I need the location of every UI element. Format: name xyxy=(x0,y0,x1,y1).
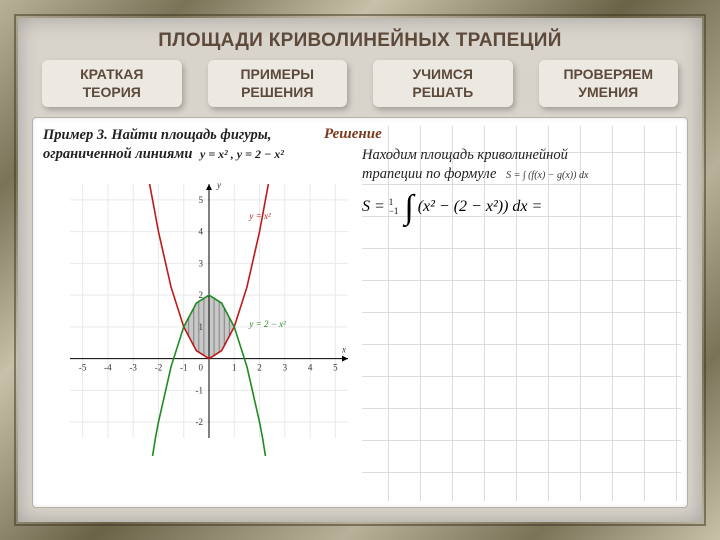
chart-container: -5-4-3-2-112345-2-1123450xyy = x²y = 2 −… xyxy=(48,176,358,456)
tab-label: РЕШЕНИЯ xyxy=(212,84,344,102)
content-panel: Пример 3. Найти площадь фигуры, ограниче… xyxy=(32,117,688,508)
problem-column: Пример 3. Найти площадь фигуры, ограниче… xyxy=(43,126,362,501)
svg-text:-2: -2 xyxy=(195,417,203,427)
tab-label: ПРИМЕРЫ xyxy=(212,66,344,84)
tab-label: УЧИМСЯ xyxy=(377,66,509,84)
svg-text:-1: -1 xyxy=(179,362,187,372)
problem-number: Пример 3. xyxy=(43,127,108,143)
problem-text: ограниченной линиями xyxy=(43,146,192,162)
tab-check[interactable]: ПРОВЕРЯЕМ УМЕНИЯ xyxy=(539,60,679,107)
solution-column: Решение Находим площадь криволинейной тр… xyxy=(362,126,681,501)
svg-text:5: 5 xyxy=(333,362,338,372)
solution-heading: Решение xyxy=(324,126,681,143)
formula-lhs: S = xyxy=(362,198,385,216)
svg-text:5: 5 xyxy=(198,195,203,205)
svg-text:0: 0 xyxy=(198,362,203,372)
integral-bounds: 1 −1 xyxy=(389,198,399,216)
svg-text:1: 1 xyxy=(198,322,203,332)
svg-text:3: 3 xyxy=(282,362,287,372)
problem-statement: Пример 3. Найти площадь фигуры, ограниче… xyxy=(43,126,362,164)
general-formula: S = ∫ (f(x) − g(x)) dx xyxy=(506,170,588,181)
tab-label: КРАТКАЯ xyxy=(46,66,178,84)
slide-canvas: ПЛОЩАДИ КРИВОЛИНЕЙНЫХ ТРАПЕЦИЙ КРАТКАЯ Т… xyxy=(18,18,702,522)
svg-text:-5: -5 xyxy=(78,362,86,372)
tab-label: РЕШАТЬ xyxy=(377,84,509,102)
svg-text:2: 2 xyxy=(257,362,262,372)
problem-text: Найти площадь фигуры, xyxy=(111,127,271,143)
tab-label: ТЕОРИЯ xyxy=(46,84,178,102)
problem-equations: y = x² , y = 2 − x² xyxy=(200,147,284,161)
ornate-frame: ПЛОЩАДИ КРИВОЛИНЕЙНЫХ ТРАПЕЦИЙ КРАТКАЯ Т… xyxy=(0,0,720,540)
svg-text:-1: -1 xyxy=(195,385,203,395)
formula-body: (x² − (2 − x²)) dx = xyxy=(418,198,543,216)
svg-text:y = x²: y = x² xyxy=(248,211,271,221)
svg-text:1: 1 xyxy=(232,362,237,372)
page-title: ПЛОЩАДИ КРИВОЛИНЕЙНЫХ ТРАПЕЦИЙ xyxy=(32,30,688,52)
svg-text:4: 4 xyxy=(307,362,312,372)
tab-examples[interactable]: ПРИМЕРЫ РЕШЕНИЯ xyxy=(208,60,348,107)
svg-text:4: 4 xyxy=(198,226,203,236)
solution-line: Находим площадь криволинейной xyxy=(362,146,681,165)
tab-label: ПРОВЕРЯЕМ xyxy=(543,66,675,84)
solution-line: трапеции по формуле S = ∫ (f(x) − g(x)) … xyxy=(362,165,681,184)
parabolas-chart: -5-4-3-2-112345-2-1123450xyy = x²y = 2 −… xyxy=(48,176,358,456)
integral-expression: S = 1 −1 ∫ (x² − (2 − x²)) dx = xyxy=(362,194,681,221)
svg-text:y: y xyxy=(216,180,221,190)
svg-text:y = 2 − x²: y = 2 − x² xyxy=(248,319,286,329)
svg-text:-4: -4 xyxy=(104,362,112,372)
tab-label: УМЕНИЯ xyxy=(543,84,675,102)
tab-bar: КРАТКАЯ ТЕОРИЯ ПРИМЕРЫ РЕШЕНИЯ УЧИМСЯ РЕ… xyxy=(32,60,688,117)
integral-sign-icon: ∫ xyxy=(404,194,413,221)
svg-text:-3: -3 xyxy=(129,362,137,372)
tab-learn[interactable]: УЧИМСЯ РЕШАТЬ xyxy=(373,60,513,107)
svg-text:3: 3 xyxy=(198,258,203,268)
svg-text:x: x xyxy=(341,344,346,354)
tab-theory[interactable]: КРАТКАЯ ТЕОРИЯ xyxy=(42,60,182,107)
svg-text:-2: -2 xyxy=(154,362,162,372)
